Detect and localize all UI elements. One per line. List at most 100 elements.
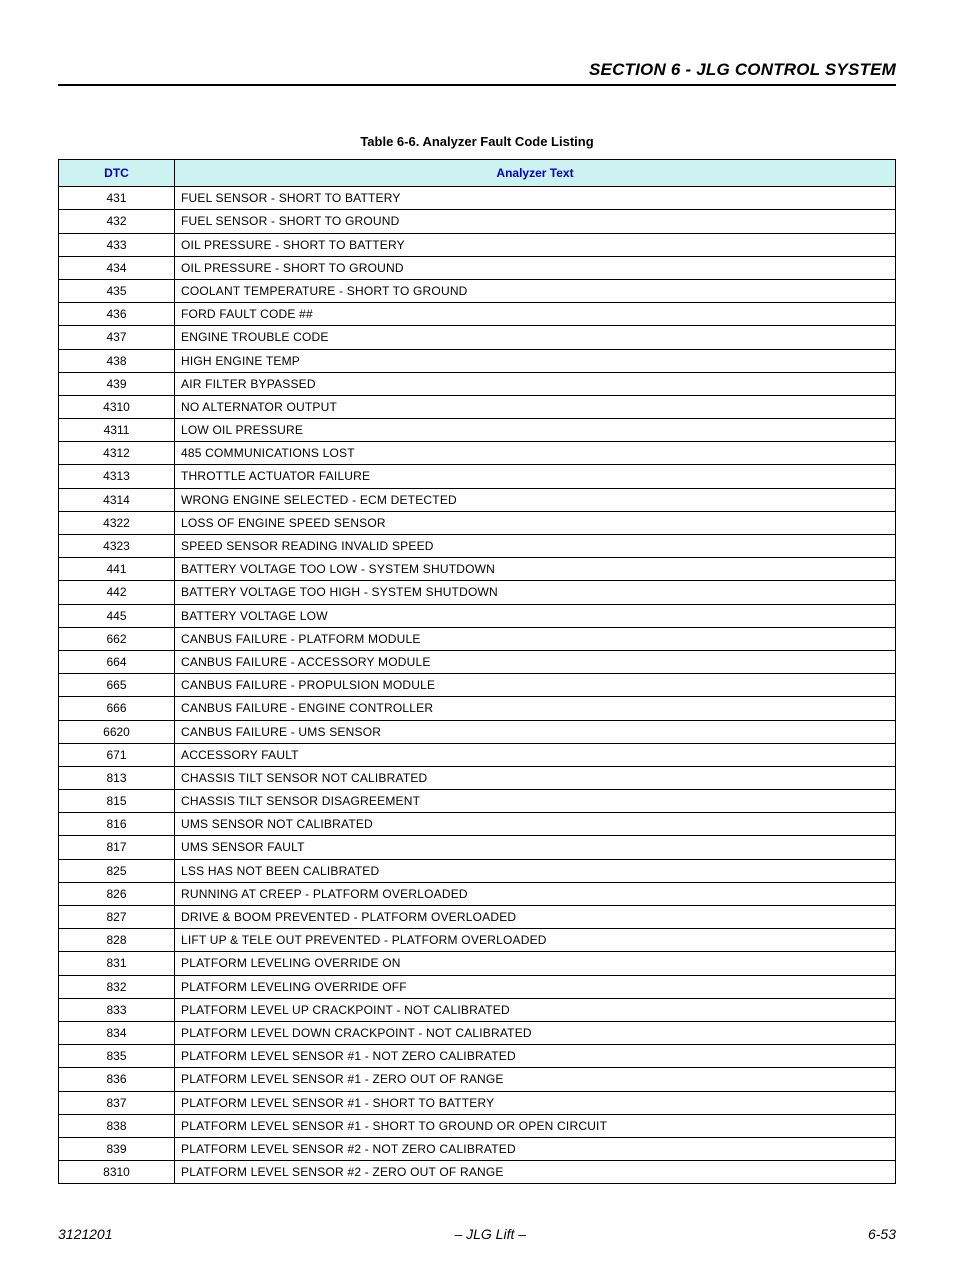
analyzer-text-cell: OIL PRESSURE - SHORT TO GROUND bbox=[175, 256, 896, 279]
dtc-cell: 665 bbox=[59, 674, 175, 697]
dtc-cell: 834 bbox=[59, 1021, 175, 1044]
analyzer-text-cell: LOW OIL PRESSURE bbox=[175, 419, 896, 442]
table-row: 813CHASSIS TILT SENSOR NOT CALIBRATED bbox=[59, 766, 896, 789]
analyzer-text-cell: THROTTLE ACTUATOR FAILURE bbox=[175, 465, 896, 488]
table-row: 838PLATFORM LEVEL SENSOR #1 - SHORT TO G… bbox=[59, 1114, 896, 1137]
fault-code-table: DTC Analyzer Text 431FUEL SENSOR - SHORT… bbox=[58, 159, 896, 1184]
analyzer-text-cell: PLATFORM LEVEL UP CRACKPOINT - NOT CALIB… bbox=[175, 998, 896, 1021]
table-row: 837PLATFORM LEVEL SENSOR #1 - SHORT TO B… bbox=[59, 1091, 896, 1114]
table-row: 665CANBUS FAILURE - PROPULSION MODULE bbox=[59, 674, 896, 697]
table-row: 6620CANBUS FAILURE - UMS SENSOR bbox=[59, 720, 896, 743]
analyzer-text-cell: UMS SENSOR FAULT bbox=[175, 836, 896, 859]
analyzer-text-cell: OIL PRESSURE - SHORT TO BATTERY bbox=[175, 233, 896, 256]
dtc-cell: 4322 bbox=[59, 511, 175, 534]
dtc-cell: 437 bbox=[59, 326, 175, 349]
dtc-cell: 831 bbox=[59, 952, 175, 975]
analyzer-text-cell: PLATFORM LEVEL SENSOR #2 - NOT ZERO CALI… bbox=[175, 1137, 896, 1160]
dtc-cell: 434 bbox=[59, 256, 175, 279]
table-row: 671ACCESSORY FAULT bbox=[59, 743, 896, 766]
table-row: 828LIFT UP & TELE OUT PREVENTED - PLATFO… bbox=[59, 929, 896, 952]
analyzer-text-cell: SPEED SENSOR READING INVALID SPEED bbox=[175, 535, 896, 558]
table-row: 816UMS SENSOR NOT CALIBRATED bbox=[59, 813, 896, 836]
table-row: 839PLATFORM LEVEL SENSOR #2 - NOT ZERO C… bbox=[59, 1137, 896, 1160]
dtc-cell: 816 bbox=[59, 813, 175, 836]
footer-page-number: 6-53 bbox=[868, 1226, 896, 1242]
dtc-cell: 439 bbox=[59, 372, 175, 395]
analyzer-text-cell: CANBUS FAILURE - PROPULSION MODULE bbox=[175, 674, 896, 697]
analyzer-text-cell: PLATFORM LEVEL DOWN CRACKPOINT - NOT CAL… bbox=[175, 1021, 896, 1044]
analyzer-text-cell: NO ALTERNATOR OUTPUT bbox=[175, 395, 896, 418]
table-row: 438HIGH ENGINE TEMP bbox=[59, 349, 896, 372]
col-header-analyzer-text: Analyzer Text bbox=[175, 160, 896, 187]
analyzer-text-cell: LOSS OF ENGINE SPEED SENSOR bbox=[175, 511, 896, 534]
analyzer-text-cell: BATTERY VOLTAGE TOO LOW - SYSTEM SHUTDOW… bbox=[175, 558, 896, 581]
analyzer-text-cell: FUEL SENSOR - SHORT TO GROUND bbox=[175, 210, 896, 233]
table-row: 832PLATFORM LEVELING OVERRIDE OFF bbox=[59, 975, 896, 998]
analyzer-text-cell: LSS HAS NOT BEEN CALIBRATED bbox=[175, 859, 896, 882]
table-row: 666CANBUS FAILURE - ENGINE CONTROLLER bbox=[59, 697, 896, 720]
dtc-cell: 671 bbox=[59, 743, 175, 766]
dtc-cell: 441 bbox=[59, 558, 175, 581]
analyzer-text-cell: PLATFORM LEVELING OVERRIDE ON bbox=[175, 952, 896, 975]
table-row: 441BATTERY VOLTAGE TOO LOW - SYSTEM SHUT… bbox=[59, 558, 896, 581]
table-row: 664CANBUS FAILURE - ACCESSORY MODULE bbox=[59, 650, 896, 673]
table-row: 825LSS HAS NOT BEEN CALIBRATED bbox=[59, 859, 896, 882]
table-row: 442BATTERY VOLTAGE TOO HIGH - SYSTEM SHU… bbox=[59, 581, 896, 604]
analyzer-text-cell: LIFT UP & TELE OUT PREVENTED - PLATFORM … bbox=[175, 929, 896, 952]
dtc-cell: 4312 bbox=[59, 442, 175, 465]
dtc-cell: 431 bbox=[59, 187, 175, 210]
table-row: 827DRIVE & BOOM PREVENTED - PLATFORM OVE… bbox=[59, 906, 896, 929]
dtc-cell: 815 bbox=[59, 790, 175, 813]
dtc-cell: 666 bbox=[59, 697, 175, 720]
dtc-cell: 4323 bbox=[59, 535, 175, 558]
dtc-cell: 433 bbox=[59, 233, 175, 256]
table-row: 437ENGINE TROUBLE CODE bbox=[59, 326, 896, 349]
dtc-cell: 837 bbox=[59, 1091, 175, 1114]
dtc-cell: 825 bbox=[59, 859, 175, 882]
dtc-cell: 662 bbox=[59, 627, 175, 650]
table-row: 4313THROTTLE ACTUATOR FAILURE bbox=[59, 465, 896, 488]
table-row: 4322LOSS OF ENGINE SPEED SENSOR bbox=[59, 511, 896, 534]
analyzer-text-cell: PLATFORM LEVEL SENSOR #1 - SHORT TO BATT… bbox=[175, 1091, 896, 1114]
table-row: 432FUEL SENSOR - SHORT TO GROUND bbox=[59, 210, 896, 233]
table-caption: Table 6-6. Analyzer Fault Code Listing bbox=[58, 134, 896, 149]
dtc-cell: 836 bbox=[59, 1068, 175, 1091]
analyzer-text-cell: PLATFORM LEVEL SENSOR #2 - ZERO OUT OF R… bbox=[175, 1161, 896, 1184]
dtc-cell: 4310 bbox=[59, 395, 175, 418]
dtc-cell: 438 bbox=[59, 349, 175, 372]
dtc-cell: 813 bbox=[59, 766, 175, 789]
analyzer-text-cell: PLATFORM LEVELING OVERRIDE OFF bbox=[175, 975, 896, 998]
footer-doc-number: 3121201 bbox=[58, 1226, 113, 1242]
dtc-cell: 833 bbox=[59, 998, 175, 1021]
page: SECTION 6 - JLG CONTROL SYSTEM Table 6-6… bbox=[0, 0, 954, 1282]
table-row: 436FORD FAULT CODE ## bbox=[59, 303, 896, 326]
table-row: 826RUNNING AT CREEP - PLATFORM OVERLOADE… bbox=[59, 882, 896, 905]
table-row: 833PLATFORM LEVEL UP CRACKPOINT - NOT CA… bbox=[59, 998, 896, 1021]
dtc-cell: 827 bbox=[59, 906, 175, 929]
analyzer-text-cell: 485 COMMUNICATIONS LOST bbox=[175, 442, 896, 465]
dtc-cell: 664 bbox=[59, 650, 175, 673]
dtc-cell: 8310 bbox=[59, 1161, 175, 1184]
dtc-cell: 6620 bbox=[59, 720, 175, 743]
analyzer-text-cell: UMS SENSOR NOT CALIBRATED bbox=[175, 813, 896, 836]
table-row: 834PLATFORM LEVEL DOWN CRACKPOINT - NOT … bbox=[59, 1021, 896, 1044]
dtc-cell: 817 bbox=[59, 836, 175, 859]
table-row: 4310NO ALTERNATOR OUTPUT bbox=[59, 395, 896, 418]
dtc-cell: 828 bbox=[59, 929, 175, 952]
footer-center: – JLG Lift – bbox=[113, 1226, 868, 1242]
analyzer-text-cell: WRONG ENGINE SELECTED - ECM DETECTED bbox=[175, 488, 896, 511]
col-header-dtc: DTC bbox=[59, 160, 175, 187]
table-row: 831PLATFORM LEVELING OVERRIDE ON bbox=[59, 952, 896, 975]
analyzer-text-cell: ENGINE TROUBLE CODE bbox=[175, 326, 896, 349]
table-row: 8310PLATFORM LEVEL SENSOR #2 - ZERO OUT … bbox=[59, 1161, 896, 1184]
table-row: 434OIL PRESSURE - SHORT TO GROUND bbox=[59, 256, 896, 279]
analyzer-text-cell: PLATFORM LEVEL SENSOR #1 - ZERO OUT OF R… bbox=[175, 1068, 896, 1091]
dtc-cell: 436 bbox=[59, 303, 175, 326]
analyzer-text-cell: AIR FILTER BYPASSED bbox=[175, 372, 896, 395]
table-row: 817UMS SENSOR FAULT bbox=[59, 836, 896, 859]
dtc-cell: 4314 bbox=[59, 488, 175, 511]
table-row: 445BATTERY VOLTAGE LOW bbox=[59, 604, 896, 627]
dtc-cell: 4311 bbox=[59, 419, 175, 442]
analyzer-text-cell: FUEL SENSOR - SHORT TO BATTERY bbox=[175, 187, 896, 210]
dtc-cell: 4313 bbox=[59, 465, 175, 488]
